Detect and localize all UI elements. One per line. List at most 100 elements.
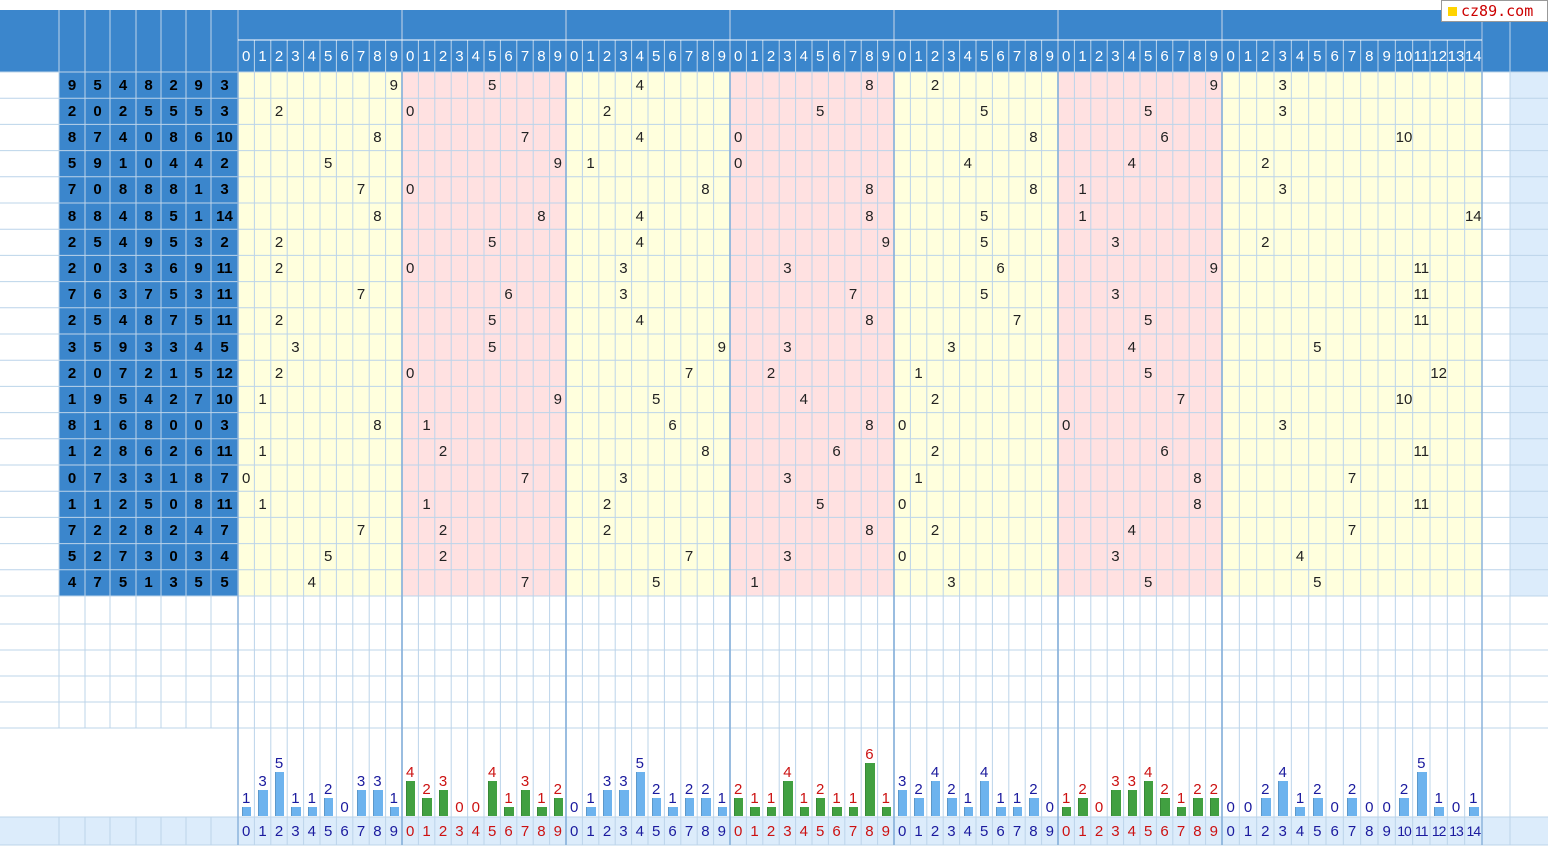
winning-number: 5 (194, 312, 203, 330)
trend-value: 6 (1160, 443, 1169, 461)
count-label: 2 (816, 781, 825, 799)
digit-header: 0 (734, 47, 743, 65)
count-label: 0 (455, 799, 464, 816)
count-label: 1 (766, 790, 776, 808)
count-bar (865, 763, 875, 816)
count-bar (848, 807, 859, 816)
winning-number: 3 (144, 338, 153, 356)
axis-digit-label: 0 (1226, 822, 1235, 840)
winning-number: 8 (144, 521, 153, 539)
count-label: 5 (274, 755, 284, 772)
count-bar (405, 780, 416, 816)
trend-value: 2 (274, 364, 284, 382)
period-cell (0, 360, 59, 386)
axis-digit-label: 10 (1397, 823, 1412, 839)
winning-number: 6 (118, 417, 128, 435)
count-bar (422, 798, 432, 816)
count-label: 1 (291, 790, 300, 808)
digit-header: 12 (1430, 47, 1447, 65)
sum-cell (1482, 334, 1510, 360)
digit-header: 0 (570, 47, 579, 65)
digit-header: 1 (1078, 47, 1087, 65)
sum-cell (1482, 308, 1510, 334)
trend-value: 3 (783, 548, 792, 566)
trend-value: 9 (881, 233, 890, 251)
trend-value: 0 (898, 417, 907, 435)
sum-cell (1482, 229, 1510, 255)
axis-digit-label: 6 (1160, 822, 1169, 840)
winning-number: 4 (194, 155, 203, 173)
digit-header: 3 (783, 47, 792, 65)
count-label: 4 (1144, 763, 1153, 781)
digit-header: 9 (553, 47, 562, 65)
period-cell (0, 124, 59, 150)
count-bar (1399, 798, 1410, 816)
period-cell (0, 491, 59, 517)
trend-value: 3 (619, 469, 628, 487)
trend-value: 3 (291, 338, 300, 356)
count-label: 0 (1382, 799, 1391, 816)
count-label: 2 (734, 781, 743, 799)
count-bar (947, 798, 957, 816)
winning-number: 6 (194, 128, 203, 146)
axis-digit-label: 3 (1278, 822, 1287, 840)
winning-number: 3 (118, 469, 128, 487)
site-badge[interactable]: cz89.com (1441, 0, 1548, 22)
digit-header: 6 (832, 47, 841, 65)
trend-value: 9 (717, 338, 726, 356)
count-bar (766, 807, 777, 816)
trend-value: 1 (258, 495, 267, 513)
winning-number: 2 (118, 102, 128, 120)
digit-header: 7 (1176, 47, 1186, 65)
count-label: 0 (1094, 799, 1104, 816)
count-label: 1 (1469, 790, 1478, 808)
winning-number: 7 (67, 521, 77, 539)
count-label: 3 (898, 772, 907, 790)
digit-header: 8 (1365, 47, 1374, 65)
count-bar (1160, 798, 1170, 816)
axis-digit-label: 5 (816, 822, 825, 840)
count-label: 2 (1209, 781, 1218, 799)
trend-value: 7 (356, 286, 366, 304)
winning-number: 7 (169, 312, 178, 330)
winning-number: 0 (93, 181, 102, 199)
header-bar (0, 10, 1548, 72)
count-label: 1 (307, 790, 316, 808)
trend-value: 8 (1193, 495, 1202, 513)
winning-number: 5 (67, 548, 77, 566)
period-cell (0, 386, 59, 412)
winning-number: 5 (220, 338, 229, 356)
digit-header: 2 (1094, 47, 1104, 65)
trend-value: 1 (1078, 181, 1087, 199)
count-bar (1209, 798, 1220, 816)
digit-header: 0 (1062, 47, 1071, 65)
trend-value: 0 (406, 181, 415, 199)
trend-value: 8 (1193, 469, 1202, 487)
count-label: 2 (914, 781, 923, 799)
winning-number: 8 (118, 181, 128, 199)
digit-header: 4 (307, 47, 316, 65)
period-cell (0, 570, 59, 596)
winning-number: 9 (93, 390, 102, 408)
digit-header: 4 (1127, 47, 1136, 65)
count-bar (996, 807, 1006, 816)
winning-number: 4 (118, 128, 128, 146)
count-label: 2 (1193, 781, 1202, 799)
count-bar (635, 772, 646, 816)
digit-header: 4 (963, 47, 972, 65)
digit-header: 6 (504, 47, 513, 65)
header-winning-label (59, 10, 238, 72)
count-label: 4 (783, 763, 792, 781)
trend-value: 7 (1176, 390, 1186, 408)
winning-number: 12 (216, 364, 233, 382)
count-label: 1 (586, 790, 595, 808)
sum-cell (1482, 177, 1510, 203)
winning-number: 4 (118, 207, 128, 225)
trend-value: 1 (422, 495, 431, 513)
digit-header: 3 (1278, 47, 1287, 65)
ratio-cell (1510, 255, 1548, 281)
count-label: 1 (537, 790, 546, 808)
trend-value: 5 (980, 233, 989, 251)
axis-digit-label: 9 (1382, 822, 1391, 840)
winning-number: 4 (118, 312, 128, 330)
